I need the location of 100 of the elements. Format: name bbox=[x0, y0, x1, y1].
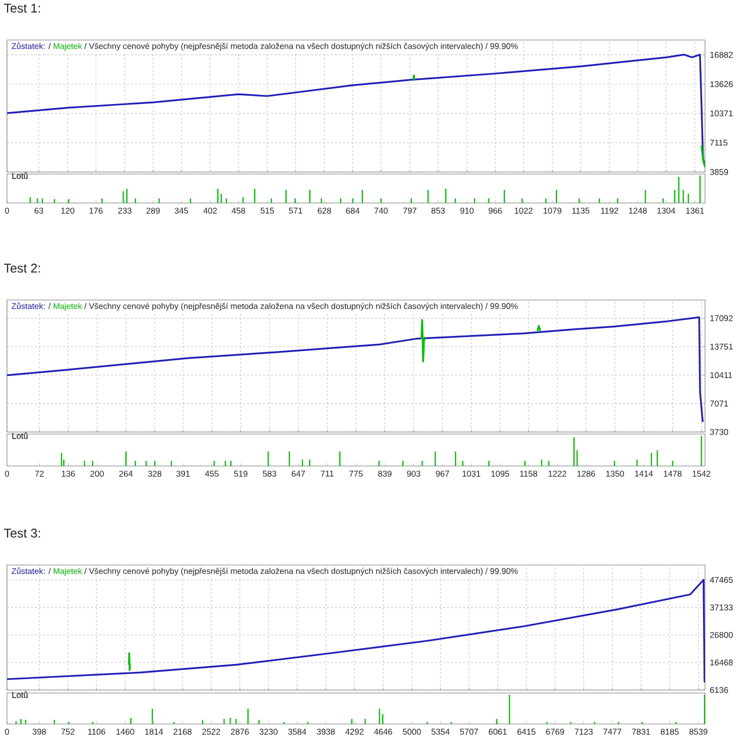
y-tick-label: 16882 bbox=[710, 52, 733, 58]
x-tick-label: 1079 bbox=[544, 208, 562, 214]
x-tick-label: 72 bbox=[35, 470, 44, 477]
x-tick-label: 1350 bbox=[606, 470, 624, 477]
x-tick-label: 6415 bbox=[517, 728, 536, 735]
y-tick-label: 3859 bbox=[710, 169, 728, 175]
y-tick-label: 17092 bbox=[710, 315, 733, 322]
x-tick-label: 1222 bbox=[548, 470, 566, 477]
x-tick-label: 1031 bbox=[462, 470, 480, 477]
x-tick-label: 6061 bbox=[488, 728, 507, 735]
x-tick-label: 797 bbox=[403, 208, 416, 214]
x-tick-label: 647 bbox=[292, 470, 305, 477]
x-tick-label: 2168 bbox=[174, 728, 192, 735]
x-tick-label: 4292 bbox=[345, 728, 364, 735]
x-tick-label: 7831 bbox=[632, 728, 650, 735]
chart-title: Test 3: bbox=[4, 528, 40, 538]
y-tick-label: 47465 bbox=[710, 576, 733, 583]
x-tick-label: 3584 bbox=[288, 728, 306, 735]
x-tick-label: 1095 bbox=[491, 470, 510, 477]
chart-subtitle: / Všechny cenové pohyby (nejpřesnější metoda založena na všech dostupných nižších časových intervalech) / 99.90% bbox=[84, 42, 518, 51]
x-tick-label: 176 bbox=[90, 208, 103, 214]
x-tick-label: 5000 bbox=[402, 728, 421, 735]
x-tick-label: 6769 bbox=[546, 728, 564, 735]
x-tick-label: 200 bbox=[90, 470, 104, 477]
x-tick-label: 839 bbox=[378, 470, 392, 477]
x-tick-label: 2522 bbox=[202, 728, 220, 735]
x-tick-label: 1022 bbox=[514, 208, 532, 214]
x-tick-label: 63 bbox=[34, 208, 44, 214]
x-tick-label: 398 bbox=[32, 728, 46, 735]
y-tick-label: 6136 bbox=[710, 687, 728, 693]
x-tick-label: 1304 bbox=[657, 208, 676, 214]
x-tick-label: 4646 bbox=[374, 728, 392, 735]
x-tick-label: 264 bbox=[119, 470, 133, 477]
y-tick-label: 16468 bbox=[710, 660, 733, 666]
x-tick-label: 0 bbox=[5, 470, 10, 477]
y-tick-label: 13751 bbox=[710, 344, 733, 350]
x-tick-label: 120 bbox=[61, 208, 74, 214]
x-tick-label: 0 bbox=[5, 208, 10, 214]
x-tick-label: 1814 bbox=[145, 728, 163, 735]
y-tick-label: 37133 bbox=[710, 604, 733, 610]
x-tick-label: 967 bbox=[436, 470, 450, 477]
x-tick-label: 2876 bbox=[230, 728, 249, 735]
x-tick-label: 775 bbox=[349, 470, 363, 477]
chart-title: Lotů bbox=[12, 432, 28, 439]
x-tick-label: 1542 bbox=[692, 470, 710, 477]
text: Zůstatek: bbox=[12, 302, 45, 310]
chart-subtitle: / Všechny cenové pohyby (nejpřesnější metoda založena na všech dostupných nižších časových intervalech) / 99.90% bbox=[84, 568, 518, 576]
x-tick-label: 1414 bbox=[635, 470, 653, 476]
x-tick-label: 1135 bbox=[572, 208, 590, 214]
x-tick-label: 752 bbox=[61, 728, 74, 735]
annotation: / bbox=[48, 42, 51, 50]
chart-title: Test 1: bbox=[4, 4, 40, 13]
y-tick-label: 10371 bbox=[710, 110, 733, 116]
y-tick-label: 3730 bbox=[710, 429, 728, 435]
x-tick-label: 684 bbox=[346, 208, 360, 214]
y-tick-label: 26800 bbox=[710, 632, 733, 638]
x-tick-label: 1192 bbox=[601, 208, 618, 214]
x-tick-label: 1248 bbox=[629, 208, 647, 214]
x-tick-label: 0 bbox=[5, 728, 10, 735]
text: Majetek bbox=[54, 568, 82, 576]
x-tick-label: 328 bbox=[148, 470, 162, 477]
x-tick-label: 515 bbox=[260, 208, 274, 214]
annotation: / bbox=[48, 302, 51, 310]
x-tick-label: 853 bbox=[431, 208, 445, 214]
x-tick-label: 391 bbox=[176, 470, 190, 477]
chart-title: Lotů bbox=[12, 172, 28, 179]
x-tick-label: 1286 bbox=[577, 470, 596, 477]
x-tick-label: 233 bbox=[118, 208, 132, 214]
x-tick-label: 289 bbox=[146, 208, 160, 214]
x-tick-label: 3230 bbox=[259, 728, 278, 735]
y-tick-label: 10411 bbox=[710, 372, 732, 378]
x-tick-label: 3938 bbox=[316, 728, 335, 735]
x-tick-label: 136 bbox=[62, 470, 75, 477]
chart-subtitle: / Všechny cenové pohyby (nejpřesnější metoda založena na všech dostupných nižších časových intervalech) / 99.90% bbox=[84, 302, 518, 311]
x-tick-label: 5354 bbox=[431, 728, 450, 735]
x-tick-label: 5707 bbox=[460, 728, 478, 735]
x-tick-label: 1106 bbox=[88, 728, 106, 735]
x-tick-label: 740 bbox=[374, 208, 388, 214]
line-series bbox=[128, 652, 131, 671]
line-series bbox=[7, 578, 706, 684]
chart-title: Lotů bbox=[12, 691, 28, 698]
x-tick-label: 519 bbox=[234, 470, 248, 477]
x-tick-label: 7477 bbox=[603, 728, 622, 734]
x-tick-label: 1478 bbox=[664, 470, 682, 477]
x-tick-label: 903 bbox=[407, 470, 420, 477]
x-tick-label: 345 bbox=[174, 208, 188, 214]
x-tick-label: 455 bbox=[205, 470, 219, 477]
text: Majetek bbox=[54, 42, 82, 51]
x-tick-label: 1460 bbox=[116, 728, 134, 735]
x-tick-label: 910 bbox=[460, 208, 474, 214]
x-tick-label: 583 bbox=[262, 470, 276, 477]
x-tick-label: 402 bbox=[203, 208, 217, 214]
x-tick-label: 8185 bbox=[660, 728, 679, 735]
y-tick-label: 13626 bbox=[710, 81, 733, 88]
x-tick-label: 711 bbox=[320, 470, 334, 476]
text: Zůstatek: bbox=[12, 42, 45, 50]
line-series bbox=[7, 316, 704, 423]
chart-title: Test 2: bbox=[4, 264, 40, 273]
x-tick-label: 628 bbox=[318, 208, 332, 214]
y-tick-label: 7115 bbox=[710, 140, 728, 146]
